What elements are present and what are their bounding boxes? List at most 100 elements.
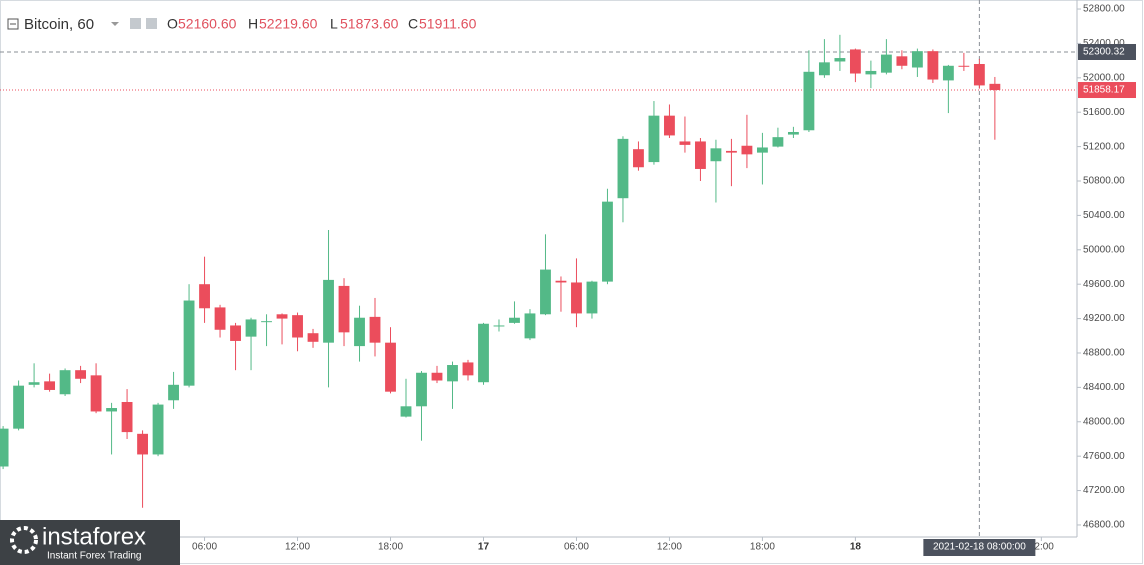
- candle-body: [493, 325, 505, 327]
- header: Bitcoin, 60 O 52160.60 H 52219.60 L 5187…: [2, 12, 482, 38]
- candle-body: [818, 62, 830, 76]
- candle-body: [896, 56, 908, 66]
- candle-body: [571, 282, 582, 314]
- candle-body: [44, 381, 56, 390]
- candle-body: [13, 385, 25, 429]
- candle-body: [849, 49, 861, 74]
- candle-body: [369, 316, 381, 343]
- candle-body: [307, 333, 319, 342]
- y-tick-label: 47600.00: [1083, 451, 1125, 462]
- candle-body: [137, 433, 148, 455]
- y-tick-label: 51600.00: [1083, 107, 1125, 118]
- candle-body: [772, 137, 784, 147]
- candle-body: [726, 150, 737, 153]
- candle-body: [942, 65, 954, 81]
- collapse-icon[interactable]: [7, 18, 19, 30]
- dropdown-icon[interactable]: [111, 22, 119, 26]
- candle-body: [834, 58, 846, 62]
- candle-body: [756, 147, 768, 153]
- candle-body: [787, 131, 799, 135]
- candle-body: [555, 280, 567, 283]
- last-price-label: 51858.17: [1083, 85, 1125, 96]
- logo-text: instaforex: [42, 523, 146, 550]
- candle-body: [183, 300, 195, 386]
- logo-bg: [0, 520, 180, 565]
- candle-body: [152, 404, 164, 455]
- candle-body: [106, 408, 117, 412]
- candle-body: [400, 406, 412, 417]
- x-tick-label: 18:00: [378, 542, 403, 553]
- axes: 46800.00 47200.00 47600.00 48000.00 48400.00…: [192, 4, 1136, 556]
- candle-body: [447, 365, 458, 382]
- logo: instaforex Instant Forex Trading: [0, 520, 180, 565]
- y-tick-label: 48400.00: [1083, 382, 1125, 393]
- y-tick-label: 49600.00: [1083, 279, 1125, 290]
- x-tick-label: 12:00: [285, 542, 310, 553]
- open-value: 52160.60: [178, 16, 237, 32]
- candle-body: [586, 281, 598, 314]
- high-label: H: [248, 16, 258, 32]
- candle-body: [695, 141, 706, 169]
- candle-body: [540, 269, 551, 315]
- x-tick-label: 17: [478, 542, 490, 553]
- x-tick-label: 18:00: [750, 542, 775, 553]
- candle-body: [865, 70, 877, 75]
- candles: [0, 34, 1001, 508]
- y-tick-label: 48800.00: [1083, 348, 1125, 359]
- x-tick-label: 12:00: [1029, 542, 1054, 553]
- candle-body: [958, 65, 970, 67]
- crosshair-y-label: 52300.32: [1083, 47, 1125, 58]
- logo-tagline: Instant Forex Trading: [47, 551, 142, 562]
- candle-body: [710, 148, 722, 162]
- candle-body: [648, 115, 660, 163]
- candle-body: [462, 362, 474, 376]
- candle-body: [121, 401, 133, 433]
- close-icon[interactable]: [146, 18, 157, 29]
- candle-body: [168, 384, 179, 401]
- candle-body: [28, 382, 40, 385]
- candle-body: [617, 138, 629, 199]
- y-tick-label: 47200.00: [1083, 485, 1125, 496]
- candle-body: [973, 64, 985, 86]
- close-label: C: [408, 16, 418, 32]
- candle-body: [385, 342, 396, 392]
- candle-body: [354, 317, 365, 347]
- y-tick-label: 48000.00: [1083, 416, 1125, 427]
- logo-icon: [10, 526, 38, 554]
- candle-body: [338, 285, 350, 333]
- candle-body: [803, 71, 815, 131]
- candle-body: [679, 141, 691, 145]
- candle-body: [927, 51, 939, 80]
- candle-body: [431, 372, 443, 381]
- y-tick-label: 50000.00: [1083, 244, 1125, 255]
- candle-body: [0, 428, 9, 467]
- low-value: 51873.60: [340, 16, 399, 32]
- settings-icon[interactable]: [130, 18, 141, 29]
- candle-body: [911, 51, 923, 68]
- x-tick-label: 06:00: [564, 542, 589, 553]
- last-price-label-bg: [1078, 82, 1136, 99]
- y-tick-label: 52000.00: [1083, 72, 1125, 83]
- candle-body: [989, 83, 1001, 91]
- y-tick-label: 50800.00: [1083, 176, 1125, 187]
- candle-body: [323, 279, 334, 343]
- low-label: L: [330, 16, 338, 32]
- candle-body: [59, 370, 71, 395]
- candle-body: [416, 372, 427, 407]
- candle-body: [230, 325, 241, 341]
- candle-body: [261, 321, 272, 323]
- open-label: O: [167, 16, 178, 32]
- candle-body: [292, 315, 303, 338]
- candle-body: [602, 201, 613, 282]
- x-tick-label: 06:00: [192, 542, 217, 553]
- high-value: 52219.60: [259, 16, 318, 32]
- crosshair-x-label: 2021-02-18 08:00:00: [933, 542, 1026, 553]
- candle-body: [276, 314, 288, 319]
- candle-body: [880, 54, 892, 73]
- candle-body: [75, 370, 87, 379]
- candle-body: [478, 323, 489, 383]
- candle-body: [214, 307, 226, 330]
- candle-body: [664, 115, 675, 136]
